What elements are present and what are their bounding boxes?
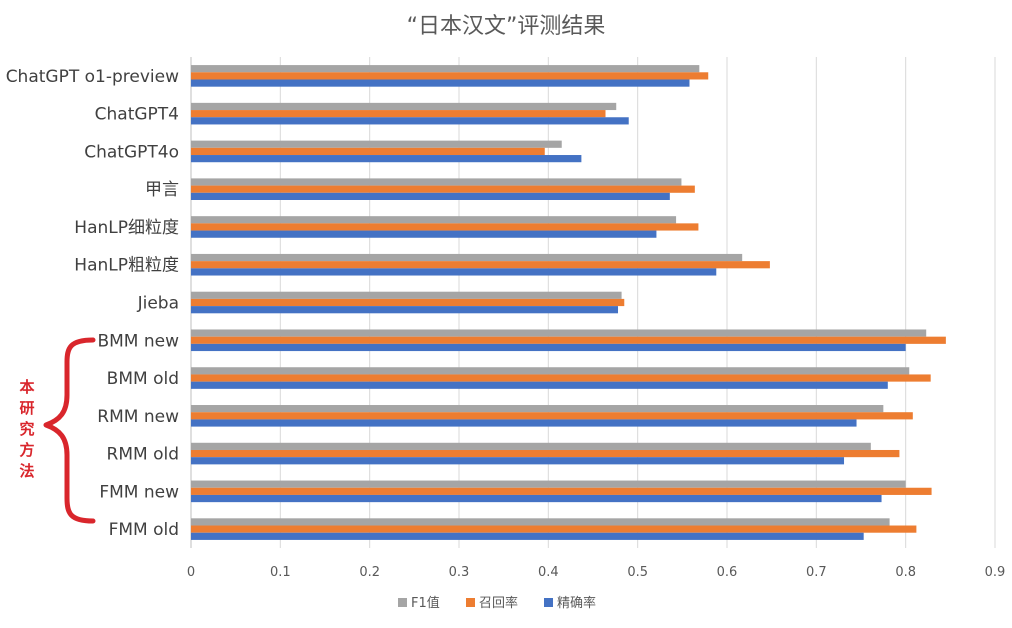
category-label: RMM new — [97, 407, 179, 427]
annotation-char: 本 — [19, 378, 34, 396]
bars — [191, 65, 946, 540]
x-tick-label: 0.3 — [449, 565, 470, 580]
bar — [191, 230, 657, 238]
legend: F1值 召回率 精确率 — [398, 595, 596, 611]
category-label: BMM old — [107, 369, 179, 389]
bar — [191, 102, 617, 111]
bar — [191, 306, 619, 314]
category-labels: ChatGPT o1-preview ChatGPT4 ChatGPT4o 甲言 Han… — [6, 67, 179, 540]
x-tick-label: 0.5 — [627, 565, 648, 580]
bar — [191, 216, 677, 224]
legend-swatch — [466, 598, 475, 607]
bar — [191, 336, 946, 344]
annotation-char: 法 — [19, 462, 34, 480]
bar — [191, 110, 606, 118]
x-tick-label: 0.1 — [270, 565, 291, 580]
bar — [191, 343, 906, 352]
bar — [191, 65, 700, 73]
bar — [191, 381, 888, 389]
bar — [191, 374, 931, 382]
bar — [191, 72, 709, 80]
legend-swatch — [544, 598, 553, 607]
category-label: FMM new — [99, 482, 179, 502]
bar — [191, 457, 845, 465]
category-label: ChatGPT4o — [84, 142, 179, 162]
annotation-char: 究 — [19, 420, 34, 438]
bar — [191, 487, 932, 495]
category-label: HanLP细粒度 — [74, 218, 179, 238]
category-label: Jieba — [137, 294, 179, 314]
annotation-char: 研 — [19, 399, 34, 417]
x-tick-label: 0.9 — [985, 565, 1006, 580]
bar — [191, 79, 690, 87]
bar — [191, 223, 699, 231]
x-tick-label: 0.4 — [538, 565, 559, 580]
bar — [191, 268, 717, 276]
bar — [191, 329, 927, 337]
x-tick-label: 0.2 — [359, 565, 380, 580]
bar — [191, 494, 882, 503]
category-label: HanLP粗粒度 — [74, 256, 179, 276]
bar — [191, 449, 900, 458]
x-tick-label: 0.6 — [717, 565, 738, 580]
x-tick-labels: 0 0.1 0.2 0.3 0.4 0.5 0.6 0.7 0.8 0.9 — [187, 565, 1005, 580]
bar — [191, 480, 906, 488]
category-label: RMM old — [107, 445, 179, 465]
bar — [191, 298, 625, 307]
bar — [191, 185, 695, 193]
bar — [191, 405, 884, 413]
bar — [191, 261, 770, 269]
category-label: BMM new — [97, 331, 179, 351]
bar — [191, 525, 917, 533]
category-label: ChatGPT4 — [95, 105, 179, 125]
category-label: 甲言 — [145, 180, 179, 200]
x-tick-label: 0.7 — [806, 565, 827, 580]
category-label: ChatGPT o1-preview — [6, 67, 179, 87]
x-tick-label: 0 — [187, 565, 195, 580]
bar — [191, 367, 910, 375]
x-tick-label: 0.8 — [895, 565, 916, 580]
chart-title: “日本汉文”评测结果 — [407, 14, 606, 39]
bar — [191, 532, 864, 540]
bar — [191, 147, 545, 156]
bar — [191, 178, 682, 186]
legend-label: 精确率 — [557, 595, 596, 611]
bar — [191, 192, 670, 200]
bar — [191, 117, 629, 125]
bar — [191, 419, 857, 427]
legend-swatch — [398, 598, 407, 607]
annotation-char: 方 — [19, 441, 34, 459]
legend-label: F1值 — [411, 595, 440, 611]
legend-label: 召回率 — [479, 595, 518, 611]
bar — [191, 253, 743, 262]
bar — [191, 140, 562, 148]
bar — [191, 291, 622, 299]
curly-brace — [43, 337, 96, 524]
bar — [191, 518, 890, 526]
bar — [191, 412, 913, 420]
bar — [191, 155, 582, 163]
category-label: FMM old — [109, 520, 179, 540]
bar — [191, 442, 871, 450]
